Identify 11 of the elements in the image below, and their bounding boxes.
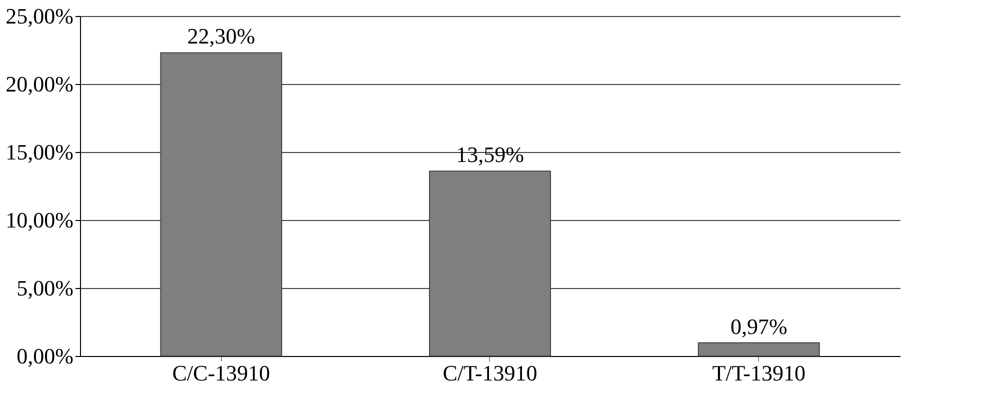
- y-tick-label: 15,00%: [6, 140, 74, 164]
- data-label: 22,30%: [187, 24, 256, 49]
- x-tick-label: C/C-13910: [172, 360, 270, 386]
- y-tick-label: 0,00%: [16, 344, 74, 368]
- data-label: 0,97%: [730, 314, 788, 339]
- y-tick-label: 5,00%: [16, 276, 74, 300]
- x-tick-label: C/T-13910: [442, 360, 538, 386]
- y-tick-label: 20,00%: [6, 72, 74, 96]
- y-tick-label: 10,00%: [6, 208, 74, 232]
- x-tick-label: T/T-13910: [712, 360, 806, 386]
- y-tick-label: 25,00%: [6, 4, 74, 28]
